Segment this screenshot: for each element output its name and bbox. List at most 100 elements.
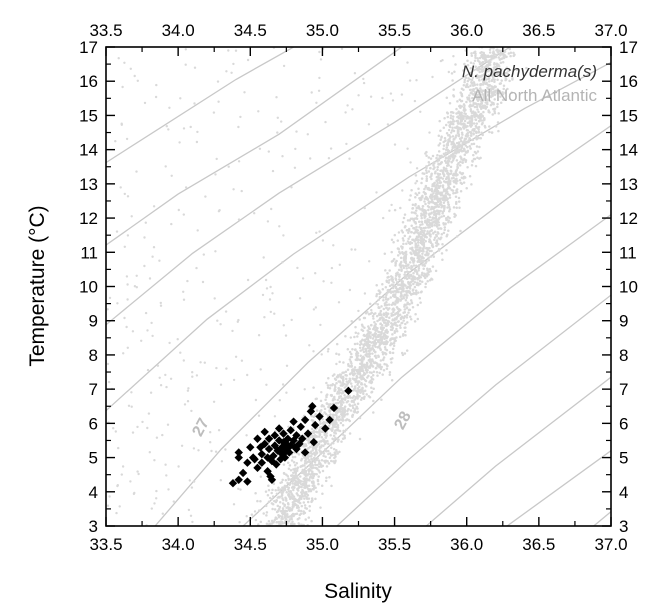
y-tick-label: 5 — [89, 449, 98, 468]
background-point — [418, 260, 422, 264]
background-point — [272, 521, 275, 524]
background-point — [439, 227, 442, 230]
background-point — [333, 461, 336, 465]
background-point — [463, 153, 467, 157]
background-point — [392, 293, 395, 296]
background-point — [406, 147, 409, 150]
background-point — [327, 157, 331, 160]
background-point — [426, 267, 429, 270]
background-point — [239, 115, 242, 119]
background-point — [335, 362, 338, 366]
background-point — [219, 323, 222, 326]
background-point — [437, 162, 440, 166]
background-point — [458, 164, 462, 167]
background-point — [454, 191, 457, 195]
background-point — [164, 373, 167, 377]
background-point — [240, 189, 243, 193]
background-point — [303, 459, 307, 463]
background-point — [416, 277, 419, 280]
background-point — [307, 516, 311, 519]
background-point — [320, 436, 324, 439]
background-point — [395, 259, 398, 263]
background-point — [474, 87, 478, 90]
background-point — [403, 352, 407, 355]
background-point — [460, 99, 464, 103]
background-point — [437, 159, 441, 162]
background-point — [213, 297, 216, 300]
background-point — [435, 197, 438, 200]
background-point — [394, 295, 397, 298]
background-point — [509, 51, 513, 55]
background-point — [367, 313, 371, 316]
background-point — [443, 228, 446, 232]
background-point — [301, 471, 305, 475]
background-point — [434, 213, 438, 217]
background-point — [270, 502, 274, 505]
background-point — [382, 313, 386, 317]
background-point — [387, 297, 390, 301]
background-point — [348, 157, 351, 160]
background-point — [435, 217, 438, 221]
background-point — [445, 198, 449, 202]
background-point — [405, 277, 409, 281]
background-point — [368, 371, 372, 374]
background-point — [412, 238, 415, 242]
background-point — [312, 308, 316, 311]
background-point — [300, 491, 303, 494]
background-point — [467, 140, 470, 143]
background-point — [291, 455, 295, 459]
background-point — [424, 192, 427, 195]
background-point — [395, 306, 399, 309]
background-point — [319, 323, 322, 327]
background-point — [417, 264, 420, 268]
background-point — [318, 440, 321, 443]
background-point — [430, 219, 433, 222]
background-point — [392, 344, 396, 347]
background-point — [336, 437, 339, 441]
background-point — [417, 187, 420, 191]
background-point — [313, 456, 316, 460]
background-point — [333, 453, 336, 456]
background-point — [452, 206, 456, 209]
background-point — [478, 60, 481, 64]
background-point — [462, 147, 466, 150]
background-point — [430, 212, 433, 215]
background-point — [473, 105, 477, 109]
background-point — [388, 284, 392, 288]
background-point — [341, 379, 345, 383]
background-point — [369, 349, 372, 352]
background-point — [335, 342, 339, 346]
background-point — [308, 479, 311, 482]
background-point — [468, 121, 471, 124]
background-point — [414, 182, 417, 185]
background-point — [136, 79, 139, 83]
background-point — [431, 265, 435, 268]
background-point — [459, 127, 462, 130]
background-point — [489, 95, 493, 98]
background-point — [443, 207, 446, 211]
background-point — [459, 139, 463, 143]
background-point — [452, 156, 456, 159]
background-point — [164, 463, 167, 466]
background-point — [356, 395, 359, 399]
background-point — [463, 78, 467, 82]
species-point — [296, 422, 305, 431]
background-point — [269, 285, 272, 289]
background-point — [382, 296, 385, 299]
background-point — [389, 325, 393, 329]
background-point — [182, 359, 185, 362]
background-point — [492, 66, 496, 69]
background-point — [437, 134, 441, 137]
background-point — [415, 79, 418, 82]
background-point — [276, 527, 279, 530]
background-point — [378, 306, 381, 310]
background-point — [326, 386, 330, 390]
background-point — [419, 223, 422, 227]
background-point — [216, 319, 219, 322]
background-point — [414, 228, 417, 231]
background-point — [290, 516, 293, 519]
background-point — [112, 427, 115, 430]
background-point — [476, 57, 479, 60]
background-point — [464, 76, 468, 80]
background-point — [480, 55, 483, 59]
